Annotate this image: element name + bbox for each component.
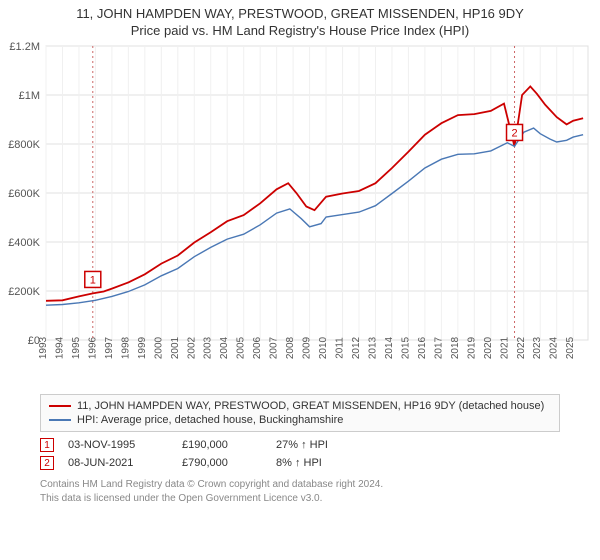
footer-attribution: Contains HM Land Registry data © Crown c… xyxy=(40,478,560,505)
sales-table: 1 03-NOV-1995 £190,000 27% ↑ HPI 2 08-JUN-202… xyxy=(40,436,560,472)
svg-text:2018: 2018 xyxy=(450,336,461,359)
svg-text:2023: 2023 xyxy=(532,336,543,359)
sale-hpi-diff: 27% ↑ HPI xyxy=(276,439,366,451)
svg-text:£1M: £1M xyxy=(19,90,40,102)
svg-text:2007: 2007 xyxy=(269,336,280,359)
legend-label: 11, JOHN HAMPDEN WAY, PRESTWOOD, GREAT M… xyxy=(77,400,544,412)
svg-text:1999: 1999 xyxy=(137,336,148,359)
svg-text:1993: 1993 xyxy=(38,336,49,359)
svg-text:1995: 1995 xyxy=(71,336,82,359)
svg-text:2020: 2020 xyxy=(483,336,494,359)
svg-text:2012: 2012 xyxy=(351,336,362,359)
svg-text:2009: 2009 xyxy=(302,336,313,359)
sale-marker-badge: 2 xyxy=(40,456,54,470)
svg-text:1998: 1998 xyxy=(120,336,131,359)
legend-label: HPI: Average price, detached house, Buck… xyxy=(77,414,343,426)
svg-text:2022: 2022 xyxy=(516,336,527,359)
sale-price: £190,000 xyxy=(182,439,262,451)
sale-row: 2 08-JUN-2021 £790,000 8% ↑ HPI xyxy=(40,454,560,472)
legend-row: HPI: Average price, detached house, Buck… xyxy=(49,413,551,427)
svg-text:2004: 2004 xyxy=(219,336,230,359)
sale-price: £790,000 xyxy=(182,457,262,469)
svg-text:2010: 2010 xyxy=(318,336,329,359)
svg-text:£1.2M: £1.2M xyxy=(9,41,40,53)
legend-swatch xyxy=(49,405,71,407)
svg-text:2013: 2013 xyxy=(367,336,378,359)
legend: 11, JOHN HAMPDEN WAY, PRESTWOOD, GREAT M… xyxy=(40,394,560,432)
line-chart-svg: £0£200K£400K£600K£800K£1M£1.2M1993199419… xyxy=(0,40,600,390)
svg-text:2006: 2006 xyxy=(252,336,263,359)
svg-text:1994: 1994 xyxy=(54,336,65,359)
chart-area: £0£200K£400K£600K£800K£1M£1.2M1993199419… xyxy=(0,40,600,390)
svg-text:2024: 2024 xyxy=(549,336,560,359)
svg-text:2008: 2008 xyxy=(285,336,296,359)
footer-line1: Contains HM Land Registry data © Crown c… xyxy=(40,478,560,492)
svg-text:2001: 2001 xyxy=(170,336,181,359)
svg-text:£600K: £600K xyxy=(8,188,40,200)
svg-text:2015: 2015 xyxy=(400,336,411,359)
svg-text:1: 1 xyxy=(90,274,96,286)
svg-text:2016: 2016 xyxy=(417,336,428,359)
chart-title-line1: 11, JOHN HAMPDEN WAY, PRESTWOOD, GREAT M… xyxy=(8,6,592,21)
sale-marker-badge: 1 xyxy=(40,438,54,452)
chart-title-line2: Price paid vs. HM Land Registry's House … xyxy=(8,23,592,38)
chart-title-block: 11, JOHN HAMPDEN WAY, PRESTWOOD, GREAT M… xyxy=(0,0,600,40)
footer-line2: This data is licensed under the Open Gov… xyxy=(40,492,560,506)
sale-date: 08-JUN-2021 xyxy=(68,457,168,469)
svg-text:2017: 2017 xyxy=(433,336,444,359)
svg-text:2011: 2011 xyxy=(335,337,346,359)
svg-text:£800K: £800K xyxy=(8,139,40,151)
svg-text:2: 2 xyxy=(511,127,517,139)
sale-date: 03-NOV-1995 xyxy=(68,439,168,451)
svg-text:2005: 2005 xyxy=(236,336,247,359)
legend-row: 11, JOHN HAMPDEN WAY, PRESTWOOD, GREAT M… xyxy=(49,399,551,413)
svg-text:1997: 1997 xyxy=(104,336,115,359)
svg-text:2019: 2019 xyxy=(466,336,477,359)
svg-text:£200K: £200K xyxy=(8,286,40,298)
svg-text:2000: 2000 xyxy=(153,336,164,359)
svg-text:£400K: £400K xyxy=(8,237,40,249)
svg-text:2014: 2014 xyxy=(384,336,395,359)
svg-text:2003: 2003 xyxy=(203,336,214,359)
svg-text:2025: 2025 xyxy=(565,336,576,359)
svg-text:2002: 2002 xyxy=(186,336,197,359)
svg-text:2021: 2021 xyxy=(499,336,510,359)
svg-text:1996: 1996 xyxy=(87,336,98,359)
sale-row: 1 03-NOV-1995 £190,000 27% ↑ HPI xyxy=(40,436,560,454)
legend-swatch xyxy=(49,419,71,421)
sale-hpi-diff: 8% ↑ HPI xyxy=(276,457,366,469)
